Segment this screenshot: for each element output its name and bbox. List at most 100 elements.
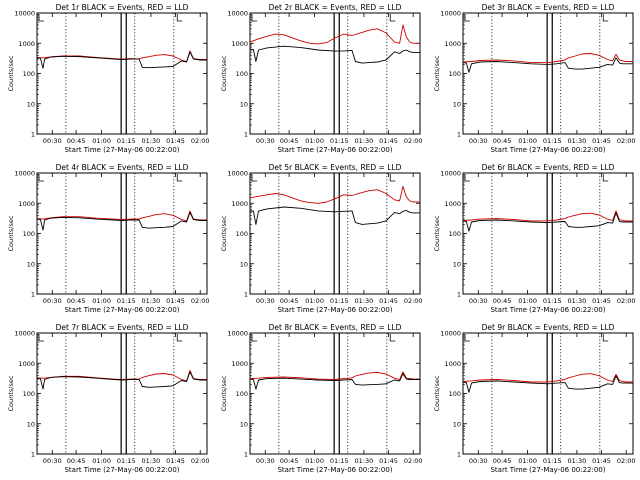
y-tick-label: 1: [244, 291, 248, 299]
chart-title: Det 7r BLACK = Events, RED = LLD: [56, 323, 189, 332]
y-tick-label: 10: [27, 420, 35, 428]
x-tick-label: 00:45: [493, 297, 512, 305]
x-tick-label: 00:30: [256, 297, 275, 305]
x-tick-label: 00:30: [469, 297, 488, 305]
y-tick-label: 10: [453, 260, 461, 268]
y-tick-label: 1000: [18, 40, 35, 48]
series-line-events: [249, 373, 420, 390]
x-tick-label: 00:45: [67, 457, 86, 465]
y-axis-label: Counts/sec: [433, 375, 441, 411]
x-tick-label: 00:30: [43, 137, 62, 145]
x-tick-label: 02:00: [617, 457, 636, 465]
x-tick-label: 01:30: [142, 137, 161, 145]
y-axis-label: Counts/sec: [433, 215, 441, 251]
series-line-events: [249, 206, 420, 225]
plot-frame: [36, 332, 208, 455]
x-tick-label: 02:00: [191, 297, 210, 305]
y-tick-label: 10000: [440, 170, 461, 178]
plot-frame: [249, 12, 421, 135]
y-tick-label: 100: [449, 70, 461, 78]
x-tick-label: 01:30: [568, 457, 587, 465]
x-tick-label: 01:15: [330, 297, 349, 305]
x-tick-label: 01:30: [142, 297, 161, 305]
series-line-events: [36, 51, 207, 69]
chart-panel-6r: Det 6r BLACK = Events, RED = LLD 1 10 100 10…: [433, 163, 636, 314]
chart-title: Det 4r BLACK = Events, RED = LLD: [56, 163, 189, 172]
x-tick-label: 01:30: [568, 137, 587, 145]
flag-marker: [251, 334, 257, 342]
x-tick-label: 01:00: [305, 137, 324, 145]
x-tick-label: 01:45: [166, 137, 185, 145]
plot-frame: [36, 172, 208, 295]
x-tick-label: 01:30: [568, 297, 587, 305]
series-line-events: [36, 371, 207, 390]
chart-panel-3r: Det 3r BLACK = Events, RED = LLD 1 10 100 10…: [433, 3, 636, 154]
x-tick-label: 01:00: [518, 137, 537, 145]
x-tick-label: 01:45: [379, 137, 398, 145]
y-tick-label: 1: [31, 451, 35, 459]
x-axis-label: Start Time (27-May-06 00:22:00): [490, 466, 605, 474]
chart-panel-5r: Det 5r BLACK = Events, RED = LLD 1 10 100 10…: [220, 163, 423, 314]
x-tick-label: 01:00: [305, 457, 324, 465]
series-line-events: [249, 45, 420, 64]
series-line-lld: [36, 210, 207, 222]
y-tick-label: 10: [240, 260, 248, 268]
x-tick-label: 01:45: [166, 297, 185, 305]
x-tick-label: 01:30: [355, 297, 374, 305]
flag-marker: [389, 334, 396, 342]
series-line-lld: [249, 24, 420, 45]
series-line-events: [36, 211, 207, 231]
flag-marker: [602, 14, 609, 22]
y-tick-label: 1: [244, 451, 248, 459]
x-tick-label: 00:45: [280, 137, 299, 145]
y-axis-label: Counts/sec: [220, 375, 228, 411]
y-tick-label: 10000: [14, 10, 35, 18]
series-line-lld: [249, 185, 420, 204]
y-tick-label: 1000: [444, 40, 461, 48]
flag-marker: [389, 14, 396, 22]
x-tick-label: 01:15: [543, 297, 562, 305]
x-tick-label: 01:00: [518, 297, 537, 305]
y-tick-label: 100: [23, 390, 35, 398]
x-tick-label: 02:00: [404, 137, 423, 145]
flag-marker: [176, 174, 183, 182]
flag-marker: [464, 334, 470, 342]
flag-marker: [251, 174, 257, 182]
flag-marker: [38, 174, 44, 182]
chart-title: Det 9r BLACK = Events, RED = LLD: [482, 323, 615, 332]
y-tick-label: 10000: [14, 170, 35, 178]
x-tick-label: 01:45: [592, 457, 611, 465]
flag-marker: [176, 14, 183, 22]
flag-marker: [38, 14, 44, 22]
x-tick-label: 02:00: [617, 297, 636, 305]
x-tick-label: 01:00: [92, 137, 111, 145]
x-tick-label: 01:45: [592, 297, 611, 305]
y-tick-label: 1000: [444, 200, 461, 208]
x-tick-label: 01:30: [355, 137, 374, 145]
chart-title: Det 8r BLACK = Events, RED = LLD: [269, 323, 402, 332]
x-axis-label: Start Time (27-May-06 00:22:00): [490, 306, 605, 314]
x-tick-label: 00:45: [493, 457, 512, 465]
x-tick-label: 02:00: [191, 137, 210, 145]
y-tick-label: 100: [449, 390, 461, 398]
y-tick-label: 1000: [231, 200, 248, 208]
y-tick-label: 10000: [440, 330, 461, 338]
x-tick-label: 00:45: [280, 297, 299, 305]
y-tick-label: 1000: [231, 40, 248, 48]
chart-title: Det 3r BLACK = Events, RED = LLD: [482, 3, 615, 12]
x-tick-label: 01:15: [543, 457, 562, 465]
series-line-events: [462, 375, 633, 393]
y-tick-label: 10: [27, 100, 35, 108]
plot-frame: [462, 332, 634, 455]
series-line-lld: [36, 369, 207, 382]
y-tick-label: 10000: [227, 330, 248, 338]
y-tick-label: 1000: [444, 360, 461, 368]
chart-panel-2r: Det 2r BLACK = Events, RED = LLD 1 10 100 10…: [220, 3, 423, 154]
y-tick-label: 10000: [227, 10, 248, 18]
y-tick-label: 10000: [440, 10, 461, 18]
flag-marker: [389, 174, 396, 182]
y-axis-label: Counts/sec: [220, 215, 228, 251]
y-tick-label: 10: [453, 100, 461, 108]
x-axis-label: Start Time (27-May-06 00:22:00): [64, 146, 179, 154]
